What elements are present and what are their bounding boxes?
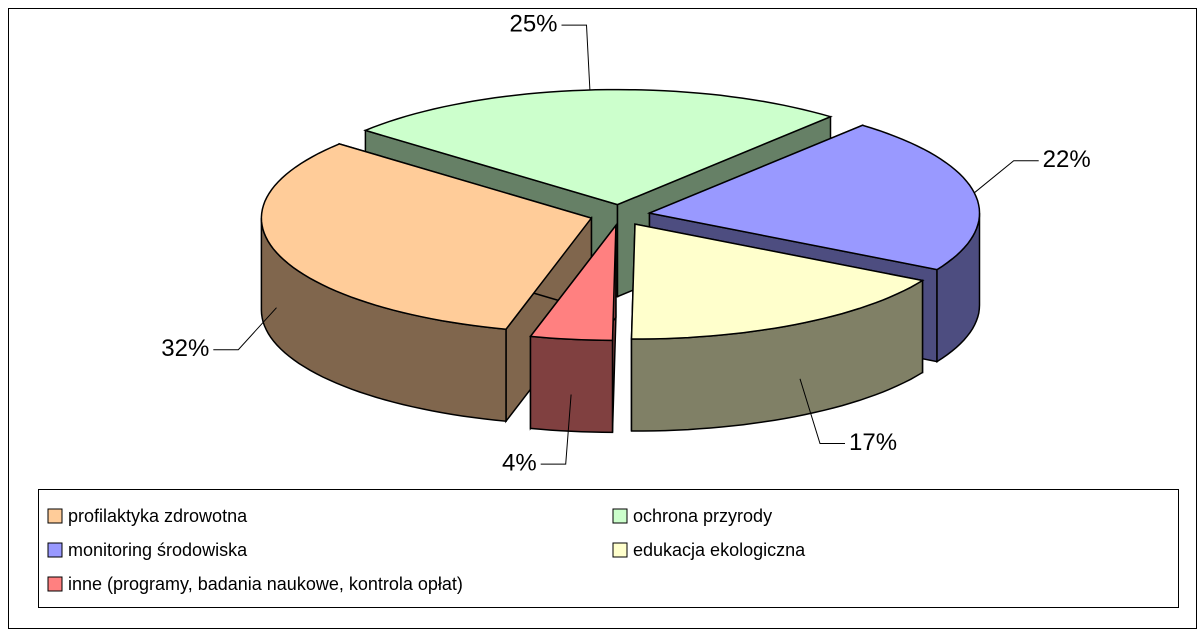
slice-top [630, 223, 925, 340]
legend-label: monitoring środowiska [68, 540, 248, 560]
legend-label: profilaktyka zdrowotna [68, 506, 248, 526]
leader-line [213, 307, 277, 351]
legend-label: inne (programy, badania naukowe, kontrol… [68, 574, 463, 594]
leader-line [561, 24, 591, 91]
legend-swatch [612, 542, 628, 558]
pie-slice [630, 223, 925, 432]
leader-line [540, 394, 572, 465]
legend-label: ochrona przyrody [633, 506, 772, 526]
legend-swatch [612, 508, 628, 524]
leader-line [973, 160, 1039, 194]
slice-wall [529, 335, 614, 434]
legend-label: edukacja ekologiczna [633, 540, 806, 560]
legend-swatch [47, 508, 63, 524]
data-label: 17% [849, 429, 897, 456]
slice-top [529, 223, 617, 342]
data-label: 25% [509, 10, 557, 37]
data-label: 4% [502, 449, 537, 476]
legend-box [38, 489, 1179, 608]
slice-top [260, 143, 593, 330]
legend-swatch [47, 576, 63, 592]
leader-line [799, 378, 845, 444]
data-label: 32% [161, 335, 209, 362]
legend-swatch [47, 542, 63, 558]
data-label: 22% [1043, 146, 1091, 173]
pie-slice [529, 223, 617, 434]
